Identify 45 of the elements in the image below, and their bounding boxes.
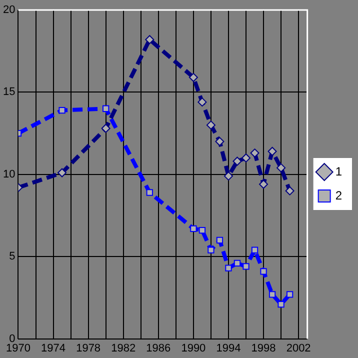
point <box>224 172 233 181</box>
legend-label: 1 <box>335 164 342 178</box>
point <box>215 137 224 146</box>
point <box>242 263 250 270</box>
point <box>198 98 207 107</box>
point <box>250 148 260 158</box>
point <box>242 153 251 162</box>
point <box>260 268 267 275</box>
point <box>285 186 294 196</box>
x-tick-label: 1982 <box>111 342 136 354</box>
point <box>146 189 153 196</box>
y-tick-label: 15 <box>2 86 16 98</box>
point <box>268 291 276 298</box>
point <box>58 168 67 178</box>
point <box>278 300 284 308</box>
y-tick-label: 0 <box>9 332 16 345</box>
point <box>225 264 232 272</box>
x-tick-label: 1994 <box>216 342 241 354</box>
point <box>232 156 242 166</box>
point <box>268 146 277 156</box>
point <box>216 236 224 244</box>
x-tick-label: 1970 <box>6 342 30 354</box>
x-tick-label: 1986 <box>146 342 171 354</box>
y-tick-label: 10 <box>2 168 16 180</box>
x-tick-label: 2002 <box>286 342 311 354</box>
point <box>198 226 206 234</box>
point <box>206 120 216 130</box>
y-tick-label: 20 <box>2 4 16 16</box>
point <box>102 105 110 112</box>
point <box>286 291 294 298</box>
x-tick-label: 1990 <box>181 342 206 354</box>
point <box>145 35 154 44</box>
point <box>208 246 214 254</box>
legend-label: 2 <box>335 188 342 202</box>
point <box>101 124 110 133</box>
point <box>190 225 197 232</box>
point <box>276 163 286 172</box>
y-tick-label: 5 <box>9 250 16 263</box>
point <box>58 106 66 114</box>
x-tick-label: 1998 <box>251 342 276 354</box>
point <box>188 72 198 82</box>
x-tick-label: 1974 <box>41 342 66 354</box>
point <box>251 246 258 254</box>
point <box>234 260 241 267</box>
x-tick-label: 1978 <box>76 342 101 354</box>
